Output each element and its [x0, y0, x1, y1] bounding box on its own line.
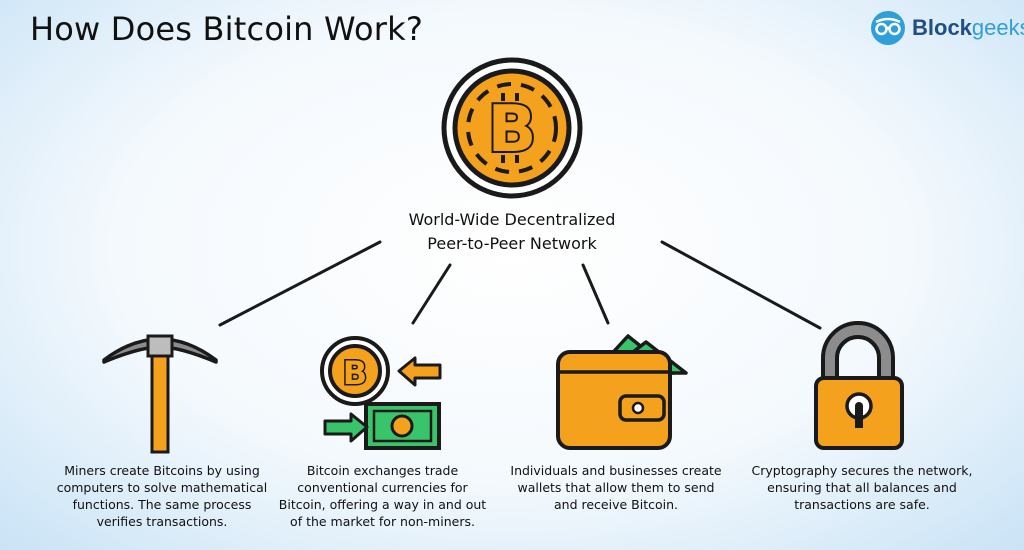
padlock-icon	[814, 321, 904, 450]
wallet-icon	[556, 334, 688, 450]
cryptography-caption: Cryptography secures the network, ensuri…	[751, 463, 973, 512]
wallets-caption: Individuals and businesses create wallet…	[510, 463, 722, 512]
connector-line-miners	[218, 240, 382, 327]
connector-line-exchanges	[411, 263, 452, 325]
brand-name-part2: geeks	[971, 15, 1024, 40]
brand-logo[interactable]: Blockgeeks	[870, 10, 1024, 46]
svg-text:B: B	[488, 93, 537, 167]
exchange-icon: B	[320, 336, 442, 450]
svg-text:B: B	[343, 354, 367, 392]
pickaxe-icon	[102, 334, 218, 454]
brand-name: Blockgeeks	[912, 15, 1024, 41]
connector-lines	[218, 240, 822, 330]
connector-line-cryptography	[660, 240, 822, 330]
network-label-line2: Peer-to-Peer Network	[427, 234, 597, 253]
network-label-line1: World-Wide Decentralized	[408, 210, 616, 229]
page-title: How Does Bitcoin Work?	[30, 10, 424, 48]
miners-caption: Miners create Bitcoins by using computer…	[56, 463, 268, 529]
bitcoin-coin-icon: B	[441, 57, 583, 199]
glasses-logo-icon	[871, 11, 905, 45]
connector-line-wallets	[581, 263, 610, 325]
network-label: World-Wide Decentralized Peer-to-Peer Ne…	[362, 208, 662, 256]
brand-name-part1: Block	[912, 15, 972, 40]
exchanges-caption: Bitcoin exchanges trade conventional cur…	[278, 463, 487, 529]
